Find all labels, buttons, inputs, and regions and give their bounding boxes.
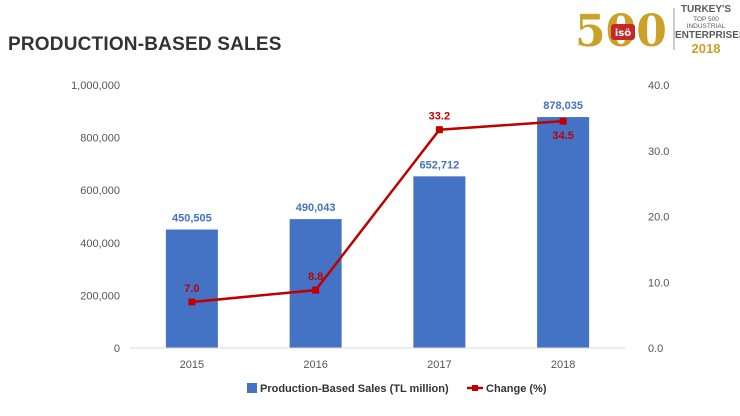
category-labels: 2015 2016 2017 2018: [180, 359, 576, 371]
line-data-label: 7.0: [184, 283, 199, 295]
right-axis-tick-label: 20.0: [648, 212, 669, 224]
x-axis-tick-label: 2018: [551, 359, 575, 371]
logo-text: TURKEY'S TOP 500 INDUSTRIAL ENTERPRISES …: [675, 4, 740, 56]
bar-data-label: 652,712: [419, 159, 459, 171]
bar-data-labels: 450,505 490,043 652,712 878,035: [172, 100, 583, 224]
line-data-labels: 7.0 8.8 33.2 34.5: [184, 111, 574, 295]
logo-line-3: ENTERPRISES: [675, 30, 740, 41]
logo-line-2: TOP 500 INDUSTRIAL: [686, 16, 726, 30]
line-path: [191, 119, 564, 304]
bar: [289, 219, 342, 348]
legend-label-line: Change (%): [486, 383, 547, 395]
line-series: [188, 117, 567, 306]
right-axis-tick-label: 10.0: [648, 277, 669, 289]
line-data-label: 8.8: [308, 271, 323, 283]
legend-swatch-marker: [472, 385, 478, 391]
x-axis-tick-label: 2015: [180, 359, 204, 371]
legend: Production-Based Sales (TL million) Chang…: [247, 383, 547, 395]
left-axis-tick-label: 0: [114, 343, 120, 355]
legend-label-bar: Production-Based Sales (TL million): [260, 383, 449, 395]
left-axis-tick-label: 1,000,000: [71, 80, 120, 92]
bar: [165, 229, 218, 348]
logo-year: 2018: [691, 41, 721, 56]
bar-data-label: 878,035: [543, 100, 583, 112]
line-marker: [312, 286, 320, 294]
line-data-label: 33.2: [429, 111, 450, 123]
logo-badge-text: isö: [615, 28, 631, 39]
chart-title: PRODUCTION-BASED SALES: [8, 34, 282, 55]
right-axis-ticks: 0.0 10.0 20.0 30.0 40.0: [648, 80, 669, 355]
logo-500-emblem: 500 isö: [575, 6, 675, 54]
right-axis-tick-label: 40.0: [648, 80, 669, 92]
bar: [537, 117, 590, 348]
bar-data-label: 450,505: [172, 213, 212, 225]
legend-swatch-bar: [247, 383, 257, 393]
line-data-label: 34.5: [552, 130, 573, 142]
left-axis-tick-label: 400,000: [80, 238, 120, 250]
logo-line-1: TURKEY'S: [680, 4, 732, 15]
right-axis-tick-label: 0.0: [648, 343, 663, 355]
x-axis-tick-label: 2016: [303, 359, 327, 371]
x-axis-tick-label: 2017: [427, 359, 451, 371]
bar-data-label: 490,043: [296, 202, 336, 214]
logo-badge-bg: [611, 24, 635, 40]
left-axis-tick-label: 600,000: [80, 185, 120, 197]
bar-series: [165, 117, 590, 348]
line-marker: [188, 298, 196, 306]
left-axis-tick-label: 200,000: [80, 290, 120, 302]
line-marker: [559, 117, 567, 125]
line-marker: [435, 126, 443, 134]
left-axis-tick-label: 800,000: [80, 133, 120, 145]
right-axis-tick-label: 30.0: [648, 146, 669, 158]
bar: [413, 176, 466, 348]
left-axis-ticks: 0 200,000 400,000 600,000 800,000 1,000,000: [71, 80, 120, 355]
